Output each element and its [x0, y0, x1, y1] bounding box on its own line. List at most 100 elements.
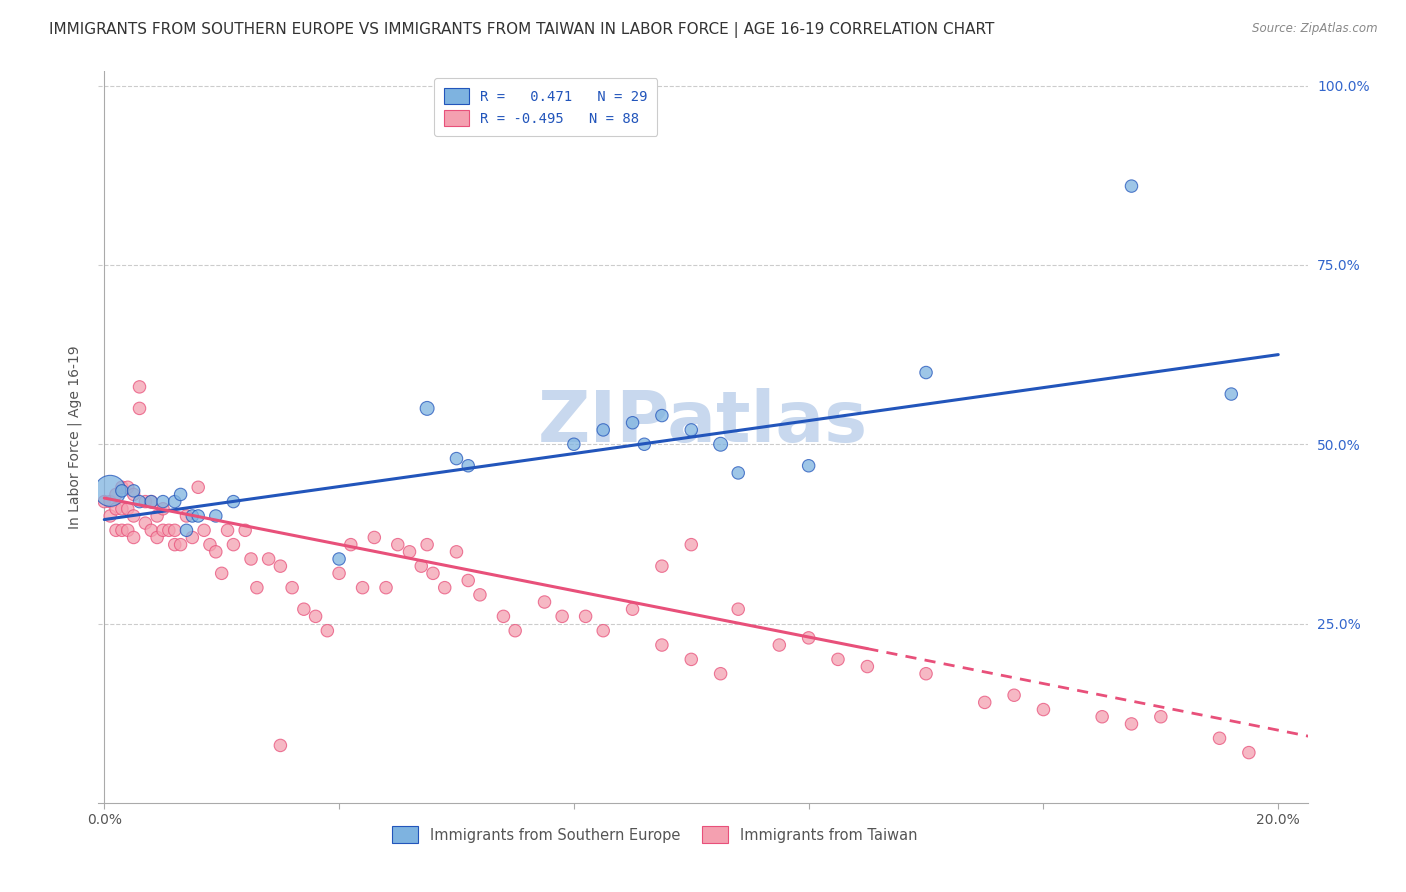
Point	[416, 538, 439, 552]
Point	[457, 458, 479, 473]
Point	[398, 545, 420, 559]
Point	[710, 666, 733, 681]
Y-axis label: In Labor Force | Age 16-19: In Labor Force | Age 16-19	[67, 345, 83, 529]
Point	[1032, 702, 1054, 716]
Point	[134, 516, 156, 530]
Point	[681, 423, 703, 437]
Point	[117, 501, 139, 516]
Point	[181, 531, 204, 545]
Point	[117, 524, 139, 538]
Point	[1091, 710, 1114, 724]
Point	[727, 466, 749, 480]
Point	[651, 409, 673, 423]
Point	[269, 739, 291, 753]
Point	[198, 538, 221, 552]
Point	[181, 508, 204, 523]
Point	[446, 545, 468, 559]
Point	[152, 524, 174, 538]
Point	[551, 609, 574, 624]
Point	[797, 458, 820, 473]
Point	[128, 494, 150, 508]
Point	[152, 501, 174, 516]
Point	[1208, 731, 1230, 746]
Point	[105, 524, 128, 538]
Point	[117, 480, 139, 494]
Point	[292, 602, 315, 616]
Point	[1220, 387, 1243, 401]
Point	[98, 494, 121, 508]
Point	[281, 581, 304, 595]
Point	[111, 501, 134, 516]
Point	[169, 538, 191, 552]
Point	[233, 524, 256, 538]
Point	[492, 609, 515, 624]
Point	[352, 581, 374, 595]
Point	[98, 508, 121, 523]
Point	[169, 487, 191, 501]
Point	[797, 631, 820, 645]
Point	[710, 437, 733, 451]
Point	[146, 531, 169, 545]
Point	[269, 559, 291, 574]
Point	[176, 508, 198, 523]
Point	[157, 524, 180, 538]
Point	[163, 538, 186, 552]
Point	[973, 695, 995, 709]
Point	[1237, 746, 1260, 760]
Point	[163, 494, 186, 508]
Point	[204, 508, 226, 523]
Point	[681, 538, 703, 552]
Point	[122, 531, 145, 545]
Point	[105, 487, 128, 501]
Point	[422, 566, 444, 581]
Point	[152, 494, 174, 508]
Point	[433, 581, 456, 595]
Point	[468, 588, 491, 602]
Point	[416, 401, 439, 416]
Point	[328, 566, 350, 581]
Point	[204, 545, 226, 559]
Point	[141, 524, 163, 538]
Point	[93, 494, 115, 508]
Point	[146, 508, 169, 523]
Point	[575, 609, 598, 624]
Point	[1150, 710, 1173, 724]
Point	[363, 531, 385, 545]
Point	[340, 538, 363, 552]
Point	[187, 508, 209, 523]
Point	[163, 524, 186, 538]
Point	[503, 624, 526, 638]
Point	[681, 652, 703, 666]
Point	[222, 494, 245, 508]
Point	[211, 566, 233, 581]
Point	[246, 581, 269, 595]
Point	[856, 659, 879, 673]
Text: Source: ZipAtlas.com: Source: ZipAtlas.com	[1253, 22, 1378, 36]
Point	[411, 559, 433, 574]
Point	[240, 552, 263, 566]
Point	[304, 609, 326, 624]
Point	[592, 624, 614, 638]
Point	[457, 574, 479, 588]
Point	[328, 552, 350, 566]
Point	[193, 524, 215, 538]
Text: IMMIGRANTS FROM SOUTHERN EUROPE VS IMMIGRANTS FROM TAIWAN IN LABOR FORCE | AGE 1: IMMIGRANTS FROM SOUTHERN EUROPE VS IMMIG…	[49, 22, 994, 38]
Point	[915, 366, 938, 380]
Point	[621, 416, 644, 430]
Point	[176, 524, 198, 538]
Point	[316, 624, 339, 638]
Point	[827, 652, 849, 666]
Point	[98, 483, 121, 498]
Point	[128, 380, 150, 394]
Point	[141, 494, 163, 508]
Point	[122, 487, 145, 501]
Legend: Immigrants from Southern Europe, Immigrants from Taiwan: Immigrants from Southern Europe, Immigra…	[385, 819, 925, 850]
Point	[562, 437, 585, 451]
Point	[533, 595, 555, 609]
Point	[122, 483, 145, 498]
Point	[217, 524, 239, 538]
Point	[187, 480, 209, 494]
Text: ZIPatlas: ZIPatlas	[538, 388, 868, 457]
Point	[1002, 688, 1025, 702]
Point	[1121, 717, 1143, 731]
